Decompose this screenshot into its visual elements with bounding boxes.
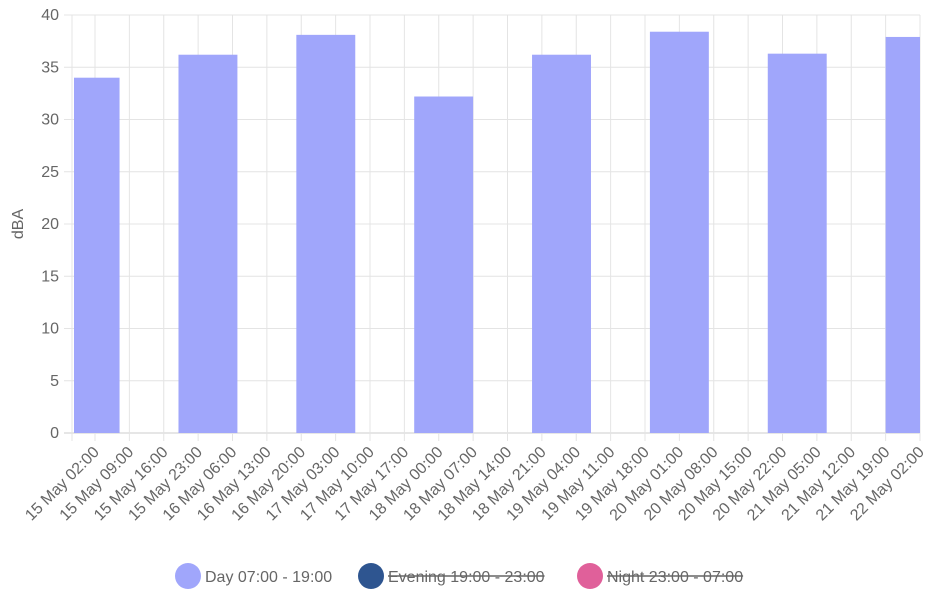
- legend-item[interactable]: Night 23:00 - 07:00: [577, 563, 743, 589]
- y-tick-label: 40: [41, 7, 59, 24]
- legend-swatch: [358, 563, 384, 589]
- legend-item[interactable]: Evening 19:00 - 23:00: [358, 563, 545, 589]
- bar[interactable]: [649, 31, 709, 433]
- y-tick-label: 0: [50, 425, 59, 442]
- bar[interactable]: [767, 53, 827, 433]
- legend-item[interactable]: Day 07:00 - 19:00: [175, 563, 332, 589]
- y-tick-label: 30: [41, 112, 59, 129]
- y-axis-title: dBA: [10, 209, 27, 240]
- y-tick-label: 25: [41, 164, 59, 181]
- bar[interactable]: [414, 96, 474, 433]
- bar[interactable]: [296, 34, 356, 433]
- y-tick-label: 20: [41, 216, 59, 233]
- legend-label: Day 07:00 - 19:00: [205, 569, 332, 586]
- y-tick-label: 10: [41, 321, 59, 338]
- bar[interactable]: [532, 54, 591, 433]
- y-tick-label: 15: [41, 268, 59, 285]
- y-tick-label: 35: [41, 59, 59, 76]
- legend-label: Evening 19:00 - 23:00: [388, 569, 545, 586]
- legend[interactable]: Day 07:00 - 19:00 Evening 19:00 - 23:00 Ni…: [175, 563, 743, 589]
- y-tick-label: 5: [50, 373, 59, 390]
- bars: [74, 31, 920, 433]
- bar[interactable]: [74, 77, 120, 433]
- legend-label: Night 23:00 - 07:00: [607, 569, 743, 586]
- legend-swatch: [577, 563, 603, 589]
- bar[interactable]: [885, 36, 920, 433]
- legend-swatch: [175, 563, 201, 589]
- bar[interactable]: [178, 54, 238, 433]
